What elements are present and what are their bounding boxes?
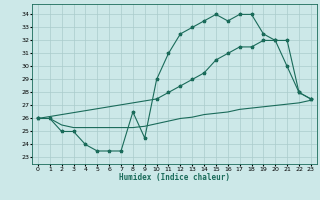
X-axis label: Humidex (Indice chaleur): Humidex (Indice chaleur): [119, 173, 230, 182]
